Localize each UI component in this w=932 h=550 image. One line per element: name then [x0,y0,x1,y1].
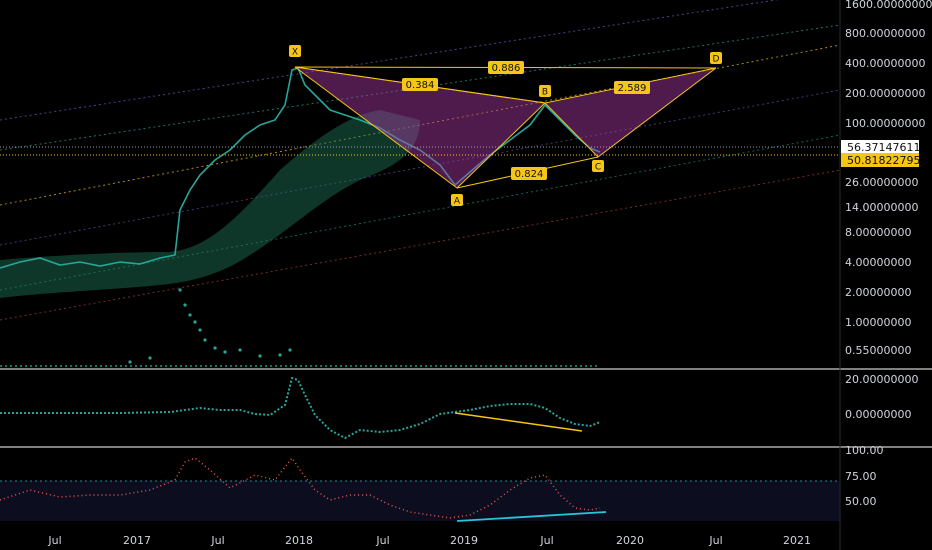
ratio-xd: 0.886 [488,61,524,74]
y-tick-main: 2.00000000 [845,286,911,299]
price-band [0,110,420,298]
x-tick: Jul [708,534,722,547]
point-d-label: D [713,55,720,65]
x-tick: 2017 [123,534,151,547]
harmonic-pattern: X A B C D 0.384 0.886 2.589 [289,45,722,207]
x-tick: Jul [539,534,553,547]
oscillator-1 [0,376,601,440]
x-tick: 2021 [783,534,811,547]
svg-text:56.37147611: 56.37147611 [847,141,920,154]
y-tick-main: 0.55000000 [845,344,911,357]
ratio-xd-label: 0.886 [492,63,521,74]
y-tick-osc1: 0.00000000 [845,408,911,421]
point-a-label: A [454,197,461,207]
osc1-divergence-line [454,412,583,432]
y-axis-main: 1600.00000000 800.00000000 400.00000000 200… [845,0,932,357]
ratio-bd-label: 2.589 [618,83,647,94]
x-axis: Jul 2017 Jul 2018 Jul 2019 Jul 2020 Jul 2021 [47,534,811,547]
y-tick-main: 4.00000000 [845,256,911,269]
point-a: A [451,194,463,207]
osc2-divergence-line [456,511,607,522]
point-c-label: C [595,163,601,173]
point-b-label: B [542,88,548,98]
y-tick-main: 8.00000000 [845,226,911,239]
y-tick-osc1: 20.00000000 [845,373,918,386]
y-axis-osc1: 20.00000000 0.00000000 [845,373,918,421]
ratio-xb-label: 0.384 [406,80,435,91]
svg-text:50.81822795: 50.81822795 [847,154,920,167]
y-tick-osc2: 75.00 [845,470,877,483]
candles [0,67,601,269]
y-tick-main: 1600.00000000 [845,0,932,11]
y-axis-osc2: 100.00 75.00 50.00 [845,444,884,508]
ratio-xb: 0.384 [402,78,438,91]
oscillator-2 [0,456,840,522]
x-tick: 2019 [450,534,478,547]
price-badge: 56.37147611 [841,140,920,154]
ratio-ac-label: 0.824 [515,169,544,180]
x-tick: 2020 [616,534,644,547]
point-b: B [539,85,551,98]
y-tick-main: 800.00000000 [845,27,925,40]
point-x: X [289,45,301,58]
y-tick-main: 26.00000000 [845,176,918,189]
point-c: C [592,160,604,173]
y-tick-main: 100.00000000 [845,117,925,130]
y-tick-main: 400.00000000 [845,57,925,70]
indicator-dots-main [128,288,292,364]
ratio-ac: 0.824 [511,167,547,180]
y-tick-osc2: 100.00 [845,444,884,457]
y-tick-main: 200.00000000 [845,87,925,100]
y-tick-main: 1.00000000 [845,316,911,329]
y-tick-osc2: 50.00 [845,495,877,508]
x-tick: 2018 [285,534,313,547]
x-tick: Jul [375,534,389,547]
ratio-bd: 2.589 [614,81,650,94]
y-tick-main: 14.00000000 [845,201,918,214]
channel-lines [0,0,841,321]
point-d: D [710,52,722,65]
price-badge: 50.81822795 [841,153,920,167]
x-tick: Jul [47,534,61,547]
x-tick: Jul [210,534,224,547]
point-x-label: X [292,48,298,58]
